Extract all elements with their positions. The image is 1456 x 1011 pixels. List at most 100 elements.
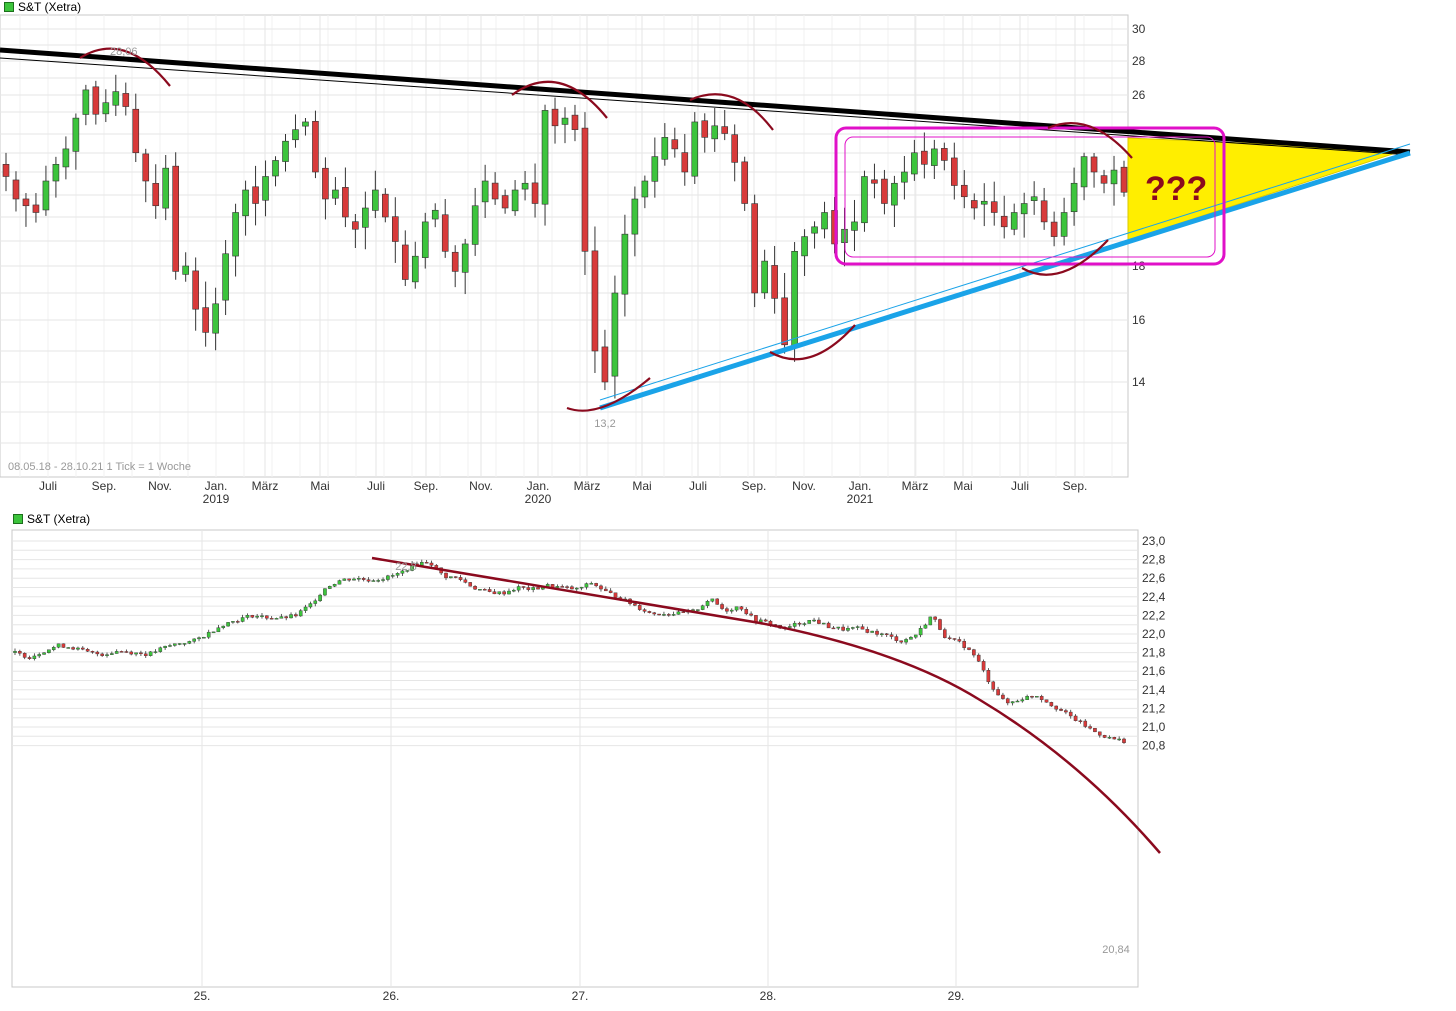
candle-up bbox=[134, 652, 138, 655]
candle-down bbox=[453, 576, 458, 578]
candle-down bbox=[551, 108, 559, 127]
candle-down bbox=[487, 589, 492, 592]
y-tick-label: 18 bbox=[1132, 259, 1146, 273]
candle-up bbox=[206, 631, 211, 638]
y-tick-label: 14 bbox=[1132, 375, 1146, 389]
candle-up bbox=[1020, 203, 1028, 215]
candle-up bbox=[631, 198, 639, 235]
y-tick-label: 26 bbox=[1132, 88, 1146, 102]
x-tick-label: Sep. bbox=[1063, 479, 1088, 493]
candle-down bbox=[322, 167, 329, 200]
candle-down bbox=[366, 579, 371, 582]
candle-down bbox=[771, 265, 778, 299]
candle-down bbox=[502, 591, 506, 595]
y-tick-label: 22,8 bbox=[1142, 553, 1166, 567]
candle-down bbox=[1090, 156, 1098, 173]
candle-down bbox=[90, 651, 95, 653]
candle-down bbox=[352, 221, 359, 230]
candle-up bbox=[811, 226, 818, 234]
candle-up bbox=[812, 619, 816, 622]
x-tick-label: Nov. bbox=[792, 479, 816, 493]
candle-down bbox=[1050, 221, 1058, 237]
x-tick-label: März bbox=[252, 479, 279, 493]
candle-down bbox=[741, 161, 748, 204]
candle-up bbox=[158, 647, 163, 652]
candle-down bbox=[12, 179, 20, 200]
candle-up bbox=[1010, 212, 1018, 230]
candle-up bbox=[153, 651, 158, 653]
candle-down bbox=[119, 651, 124, 653]
candle-down bbox=[976, 654, 981, 662]
candle-up bbox=[400, 570, 405, 574]
candle-up bbox=[1015, 700, 1020, 703]
candle-up bbox=[861, 176, 868, 224]
candle-down bbox=[967, 647, 971, 650]
candle-down bbox=[570, 586, 574, 590]
candle-up bbox=[1070, 182, 1078, 213]
candle-up bbox=[761, 260, 768, 294]
candle-down bbox=[608, 590, 613, 593]
support-trendline-thin bbox=[599, 143, 1411, 401]
candle-down bbox=[1102, 734, 1107, 738]
candle-up bbox=[177, 643, 182, 645]
candle-up bbox=[226, 622, 230, 627]
candle-down bbox=[192, 270, 199, 310]
candle-up bbox=[371, 580, 376, 582]
candle-down bbox=[1040, 200, 1048, 223]
x-tick-label: 26. bbox=[383, 989, 400, 1003]
x-tick-label: Sep. bbox=[92, 479, 117, 493]
candle-up bbox=[289, 614, 293, 619]
candle-down bbox=[80, 647, 85, 650]
candle-down bbox=[642, 609, 647, 612]
candle-up bbox=[62, 148, 70, 168]
candle-up bbox=[574, 587, 579, 590]
candle-down bbox=[1000, 215, 1008, 228]
candle-up bbox=[507, 590, 511, 595]
x-tick-label: Juli bbox=[1011, 479, 1029, 493]
y-tick-label: 21,8 bbox=[1142, 646, 1166, 660]
candle-down bbox=[744, 609, 749, 615]
candle-up bbox=[851, 627, 855, 629]
candle-down bbox=[429, 562, 434, 566]
candle-down bbox=[143, 653, 148, 656]
candle-up bbox=[168, 645, 172, 647]
candle-down bbox=[962, 641, 966, 648]
legend-top-label: S&T (Xetra) bbox=[18, 0, 82, 14]
candle-down bbox=[970, 200, 978, 209]
candle-up bbox=[478, 589, 482, 591]
candle-down bbox=[536, 587, 540, 590]
candle-up bbox=[710, 598, 715, 602]
candle-down bbox=[739, 606, 744, 610]
weekly-chart-svg: 3028262220181614JuliSep.Nov.Jan.MärzMaiJ… bbox=[0, 14, 1411, 506]
candle-down bbox=[382, 193, 389, 218]
candle-up bbox=[42, 652, 46, 655]
x-tick-label: Jan. bbox=[205, 479, 228, 493]
x-tick-label: Juli bbox=[689, 479, 707, 493]
candle-up bbox=[641, 180, 649, 198]
candle-up bbox=[1030, 196, 1038, 201]
candle-down bbox=[18, 651, 22, 654]
candle-up bbox=[931, 148, 938, 166]
candle-down bbox=[731, 134, 738, 163]
candle-up bbox=[337, 580, 342, 585]
candle-up bbox=[303, 606, 308, 611]
candle-up bbox=[51, 647, 56, 650]
low-label: 20,84 bbox=[1102, 944, 1130, 956]
candle-up bbox=[56, 643, 61, 648]
candle-up bbox=[855, 626, 860, 628]
candle-down bbox=[1059, 709, 1063, 711]
candle-down bbox=[122, 93, 130, 107]
candle-up bbox=[192, 638, 196, 642]
candle-up bbox=[114, 651, 119, 654]
candle-up bbox=[1060, 212, 1068, 237]
candle-up bbox=[662, 614, 666, 616]
annotation-arc bbox=[689, 93, 774, 131]
x-tick-label: Nov. bbox=[148, 479, 172, 493]
candle-up bbox=[313, 600, 318, 604]
candle-down bbox=[947, 637, 952, 639]
candle-up bbox=[870, 630, 874, 633]
candle-down bbox=[613, 592, 618, 598]
candle-up bbox=[1010, 701, 1015, 704]
candle-down bbox=[250, 615, 255, 618]
candle-up bbox=[431, 209, 439, 220]
